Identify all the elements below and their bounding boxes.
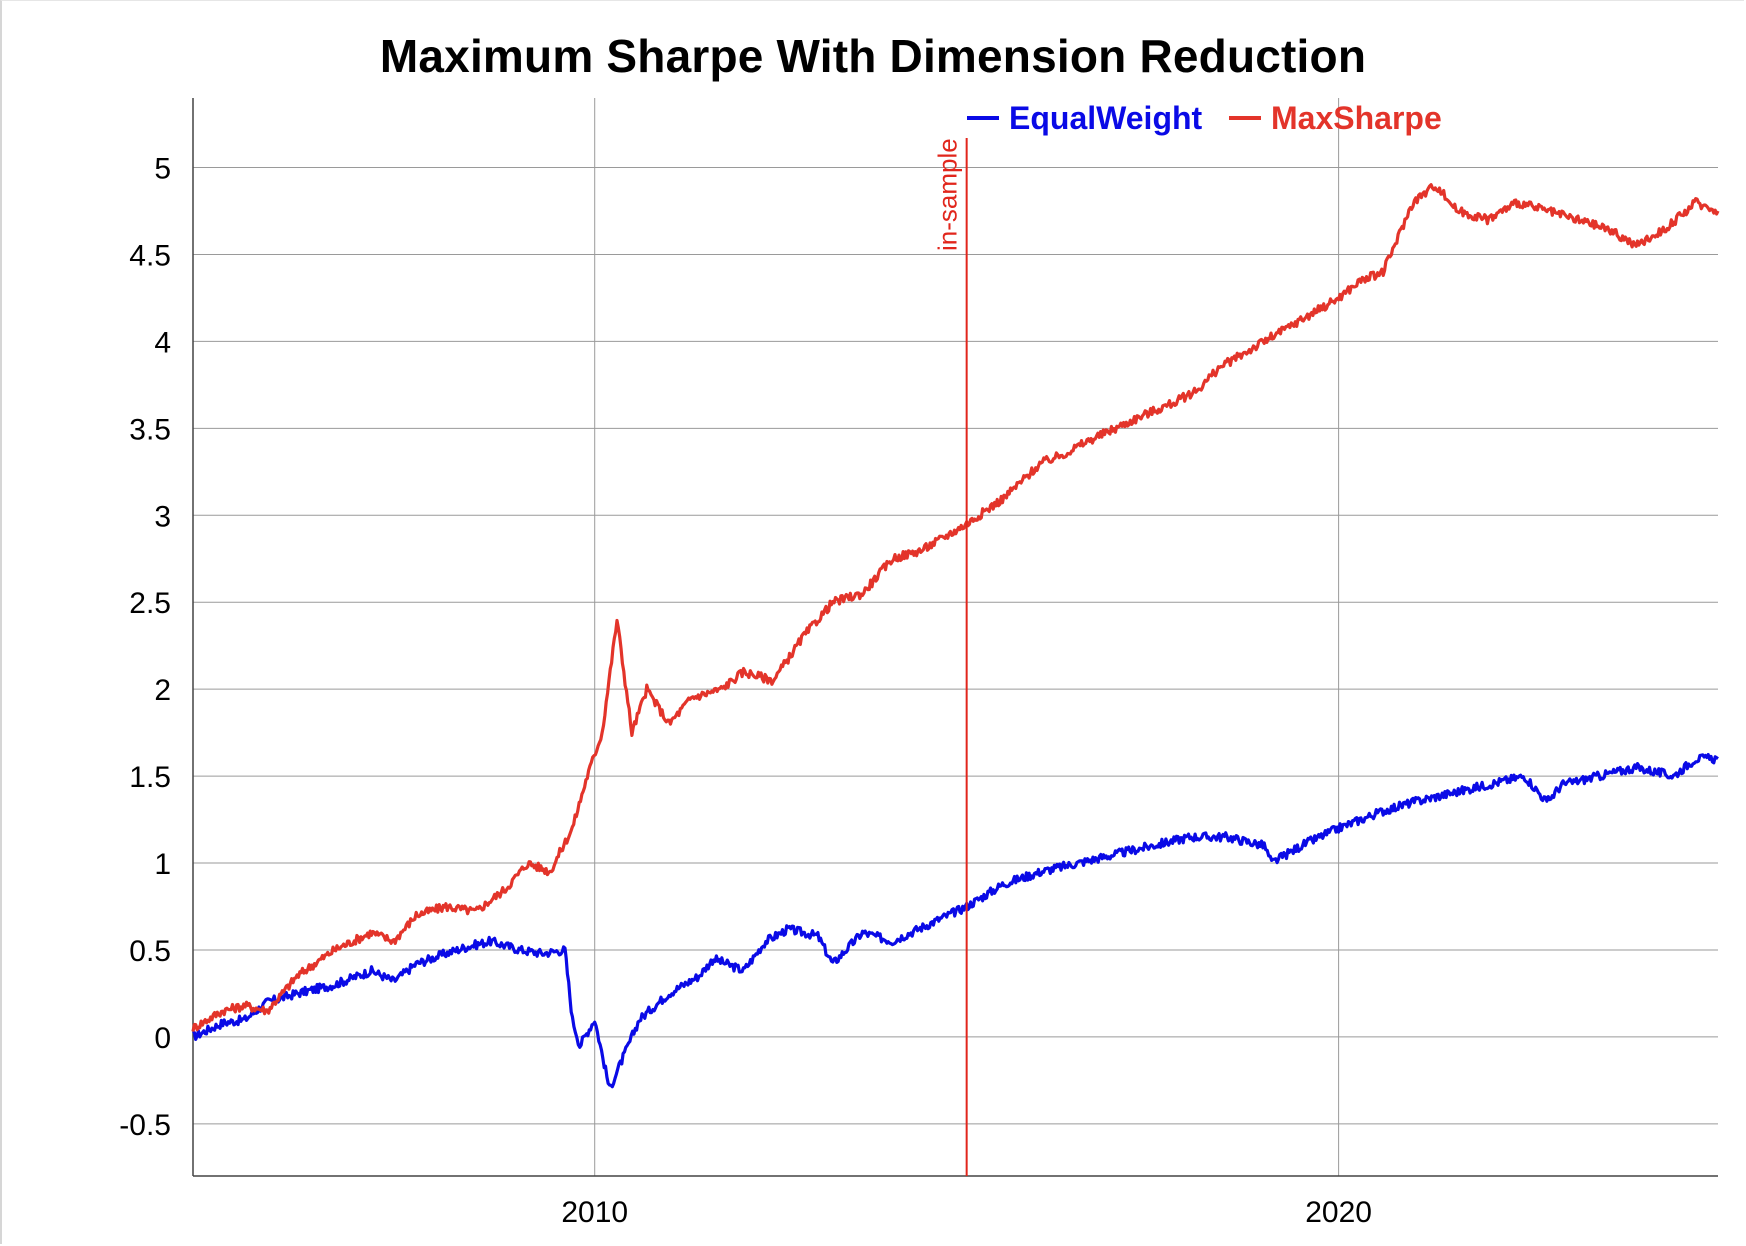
- y-tick-label: 1.5: [129, 761, 171, 794]
- legend-label-equalweight: EqualWeight: [1009, 100, 1203, 136]
- y-tick-label: 5: [154, 153, 171, 186]
- y-tick-label: 3.5: [129, 413, 171, 446]
- y-tick-label: 2.5: [129, 587, 171, 620]
- legend-label-maxsharpe: MaxSharpe: [1271, 100, 1442, 136]
- y-tick-label: 4.5: [129, 239, 171, 272]
- y-tick-label: 1: [154, 848, 171, 881]
- y-tick-label: 3: [154, 500, 171, 533]
- series-line-equalweight: [192, 753, 1719, 1089]
- y-tick-label: -0.5: [119, 1109, 171, 1142]
- y-tick-label: 0.5: [129, 935, 171, 968]
- y-tick-label: 2: [154, 674, 171, 707]
- chart-title: Maximum Sharpe With Dimension Reduction: [379, 30, 1367, 82]
- y-tick-label: 4: [154, 326, 171, 359]
- y-tick-label: 0: [154, 1022, 171, 1055]
- series-line-maxsharpe: [191, 183, 1720, 1032]
- in-sample-label: in-sample: [933, 138, 963, 251]
- x-tick-label: 2010: [561, 1196, 628, 1229]
- x-tick-label: 2020: [1305, 1196, 1372, 1229]
